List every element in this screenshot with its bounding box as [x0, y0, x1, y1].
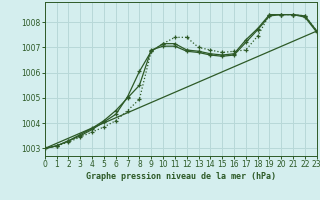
- X-axis label: Graphe pression niveau de la mer (hPa): Graphe pression niveau de la mer (hPa): [86, 172, 276, 181]
